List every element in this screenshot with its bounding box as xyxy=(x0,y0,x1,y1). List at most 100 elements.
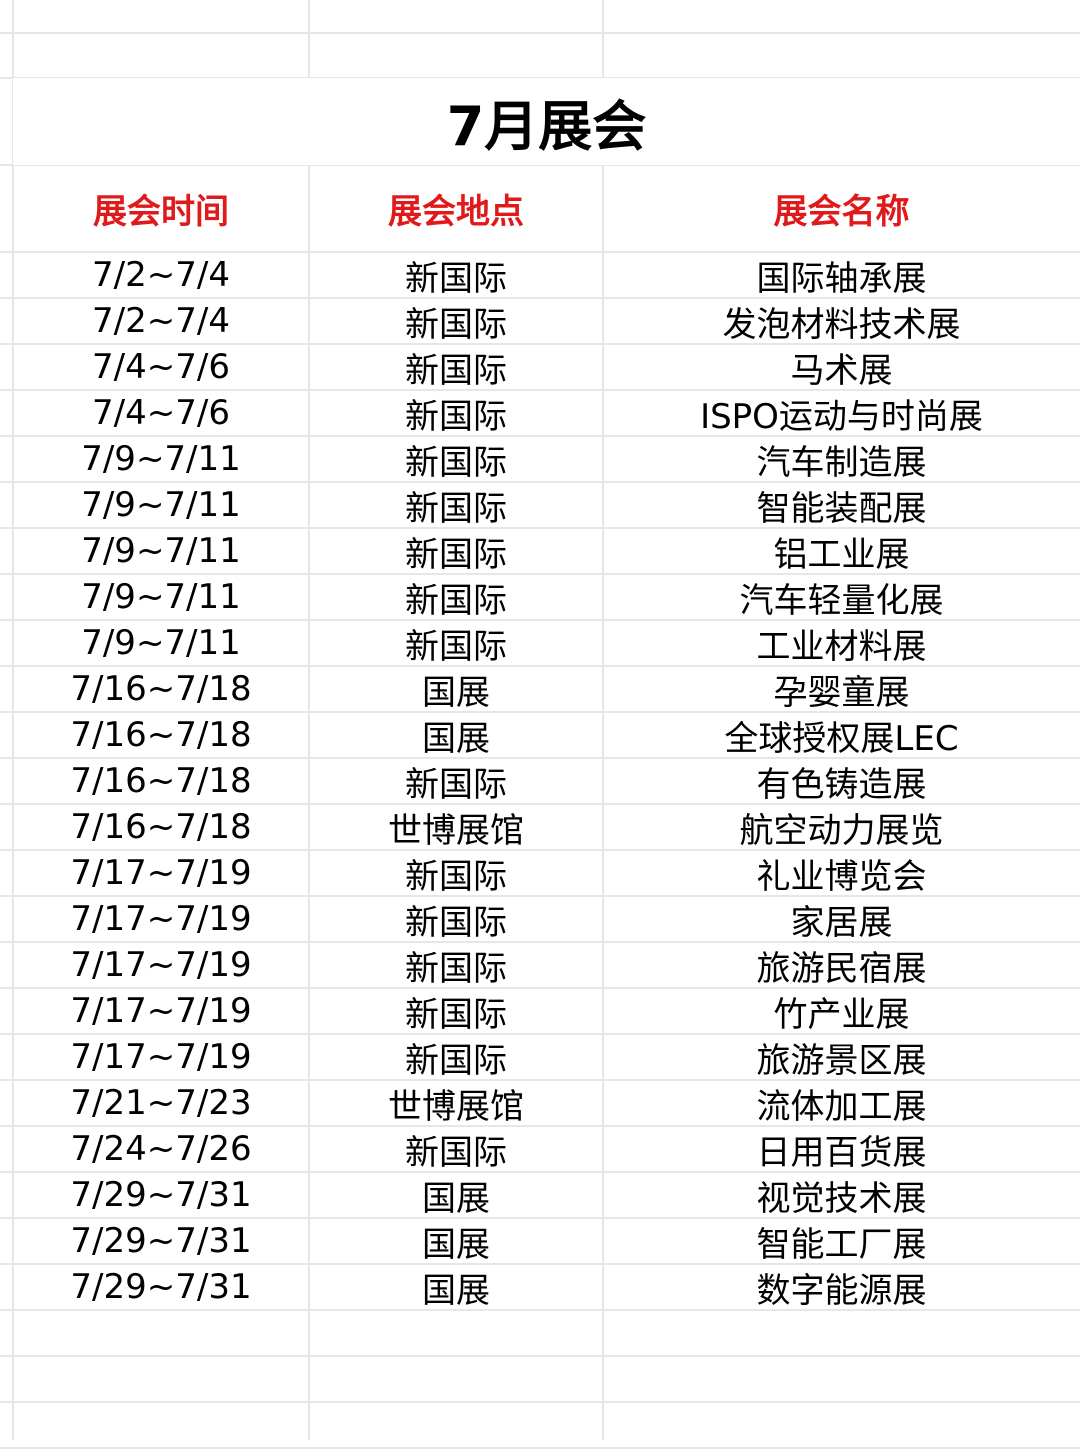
cell-date[interactable]: 7/16~7/18 xyxy=(70,669,252,709)
cell-venue[interactable]: 新国际 xyxy=(405,994,507,1035)
cell-venue[interactable]: 新国际 xyxy=(405,580,507,621)
cell-date[interactable]: 7/24~7/26 xyxy=(70,1129,252,1169)
cell-name[interactable]: 流体加工展 xyxy=(756,1086,927,1127)
cell-name[interactable]: 汽车制造展 xyxy=(756,442,927,483)
grid-line xyxy=(0,251,1080,253)
grid-line xyxy=(0,389,1080,391)
cell-venue[interactable]: 国展 xyxy=(422,718,490,759)
cell-name[interactable]: 航空动力展览 xyxy=(739,810,944,851)
cell-venue[interactable]: 新国际 xyxy=(405,626,507,667)
cell-venue[interactable]: 国展 xyxy=(422,1224,490,1265)
cell-name[interactable]: 智能工厂展 xyxy=(756,1224,927,1265)
cell-venue[interactable]: 新国际 xyxy=(405,1132,507,1173)
cell-venue[interactable]: 新国际 xyxy=(405,350,507,391)
cell-date[interactable]: 7/29~7/31 xyxy=(70,1267,252,1307)
grid-line xyxy=(0,895,1080,897)
cell-name[interactable]: 孕婴童展 xyxy=(773,672,910,713)
cell-date[interactable]: 7/2~7/4 xyxy=(92,301,230,341)
grid-line xyxy=(0,1033,1080,1035)
cell-date[interactable]: 7/9~7/11 xyxy=(81,485,241,525)
cell-date[interactable]: 7/29~7/31 xyxy=(70,1221,252,1261)
cell-name[interactable]: 智能装配展 xyxy=(756,488,927,529)
cell-name[interactable]: 数字能源展 xyxy=(756,1270,927,1311)
grid-line xyxy=(0,164,1080,166)
cell-date[interactable]: 7/16~7/18 xyxy=(70,761,252,801)
cell-venue[interactable]: 新国际 xyxy=(405,534,507,575)
cell-venue[interactable]: 国展 xyxy=(422,672,490,713)
cell-name[interactable]: 日用百货展 xyxy=(756,1132,927,1173)
cell-venue[interactable]: 新国际 xyxy=(405,258,507,299)
cell-name[interactable]: 家居展 xyxy=(790,902,893,943)
cell-venue[interactable]: 新国际 xyxy=(405,856,507,897)
cell-date[interactable]: 7/9~7/11 xyxy=(81,577,241,617)
grid-line xyxy=(0,619,1080,621)
cell-venue[interactable]: 新国际 xyxy=(405,948,507,989)
cell-date[interactable]: 7/9~7/11 xyxy=(81,439,241,479)
grid-line xyxy=(308,0,310,1440)
grid-line xyxy=(0,297,1080,299)
grid-line xyxy=(0,1125,1080,1127)
cell-venue[interactable]: 世博展馆 xyxy=(388,1086,524,1127)
grid-line xyxy=(0,1263,1080,1265)
cell-venue[interactable]: 世博展馆 xyxy=(388,810,524,851)
cell-venue[interactable]: 新国际 xyxy=(405,442,507,483)
cell-name[interactable]: 发泡材料技术展 xyxy=(722,304,961,345)
cell-name[interactable]: 铝工业展 xyxy=(773,534,910,575)
header-venue: 展会地点 xyxy=(388,192,524,232)
cell-venue[interactable]: 国展 xyxy=(422,1270,490,1311)
cell-name[interactable]: 旅游景区展 xyxy=(756,1040,927,1081)
grid-line xyxy=(602,0,604,1440)
cell-date[interactable]: 7/9~7/11 xyxy=(81,531,241,571)
header-date: 展会时间 xyxy=(93,192,229,232)
grid-line xyxy=(0,757,1080,759)
cell-name[interactable]: 国际轴承展 xyxy=(756,258,927,299)
cell-venue[interactable]: 新国际 xyxy=(405,488,507,529)
cell-name[interactable]: 汽车轻量化展 xyxy=(739,580,944,621)
cell-venue[interactable]: 国展 xyxy=(422,1178,490,1219)
grid-line xyxy=(0,849,1080,851)
grid-line xyxy=(0,665,1080,667)
cell-date[interactable]: 7/9~7/11 xyxy=(81,623,241,663)
cell-date[interactable]: 7/2~7/4 xyxy=(92,255,230,295)
cell-venue[interactable]: 新国际 xyxy=(405,396,507,437)
cell-venue[interactable]: 新国际 xyxy=(405,1040,507,1081)
cell-name[interactable]: 有色铸造展 xyxy=(756,764,927,805)
cell-name[interactable]: 旅游民宿展 xyxy=(756,948,927,989)
grid-line xyxy=(0,711,1080,713)
cell-date[interactable]: 7/4~7/6 xyxy=(92,347,230,387)
cell-name[interactable]: 视觉技术展 xyxy=(756,1178,927,1219)
cell-name[interactable]: 礼业博览会 xyxy=(756,856,927,897)
cell-venue[interactable]: 新国际 xyxy=(405,902,507,943)
grid-line xyxy=(0,941,1080,943)
grid-line xyxy=(0,803,1080,805)
grid-line xyxy=(0,343,1080,345)
header-name: 展会名称 xyxy=(773,192,910,232)
grid-line xyxy=(0,1171,1080,1173)
grid-line xyxy=(0,1079,1080,1081)
cell-name[interactable]: 工业材料展 xyxy=(756,626,927,667)
cell-venue[interactable]: 新国际 xyxy=(405,764,507,805)
cell-date[interactable]: 7/21~7/23 xyxy=(70,1083,252,1123)
cell-date[interactable]: 7/17~7/19 xyxy=(70,853,252,893)
cell-date[interactable]: 7/4~7/6 xyxy=(92,393,230,433)
cell-name[interactable]: 全球授权展LEC xyxy=(724,718,959,759)
grid-line xyxy=(0,1401,1080,1403)
cell-date[interactable]: 7/16~7/18 xyxy=(70,807,252,847)
grid-line xyxy=(0,1309,1080,1311)
cell-date[interactable]: 7/17~7/19 xyxy=(70,1037,252,1077)
cell-name[interactable]: 马术展 xyxy=(790,350,893,391)
cell-date[interactable]: 7/29~7/31 xyxy=(70,1175,252,1215)
grid-line xyxy=(0,32,1080,34)
cell-name[interactable]: ISPO运动与时尚展 xyxy=(700,396,983,437)
cell-date[interactable]: 7/17~7/19 xyxy=(70,991,252,1031)
sheet-title: 7月展会 xyxy=(13,78,1080,165)
cell-venue[interactable]: 新国际 xyxy=(405,304,507,345)
cell-date[interactable]: 7/17~7/19 xyxy=(70,899,252,939)
grid-line xyxy=(0,1355,1080,1357)
cell-date[interactable]: 7/17~7/19 xyxy=(70,945,252,985)
grid-line xyxy=(0,435,1080,437)
grid-line xyxy=(0,527,1080,529)
cell-name[interactable]: 竹产业展 xyxy=(773,994,910,1035)
grid-line xyxy=(0,573,1080,575)
cell-date[interactable]: 7/16~7/18 xyxy=(70,715,252,755)
